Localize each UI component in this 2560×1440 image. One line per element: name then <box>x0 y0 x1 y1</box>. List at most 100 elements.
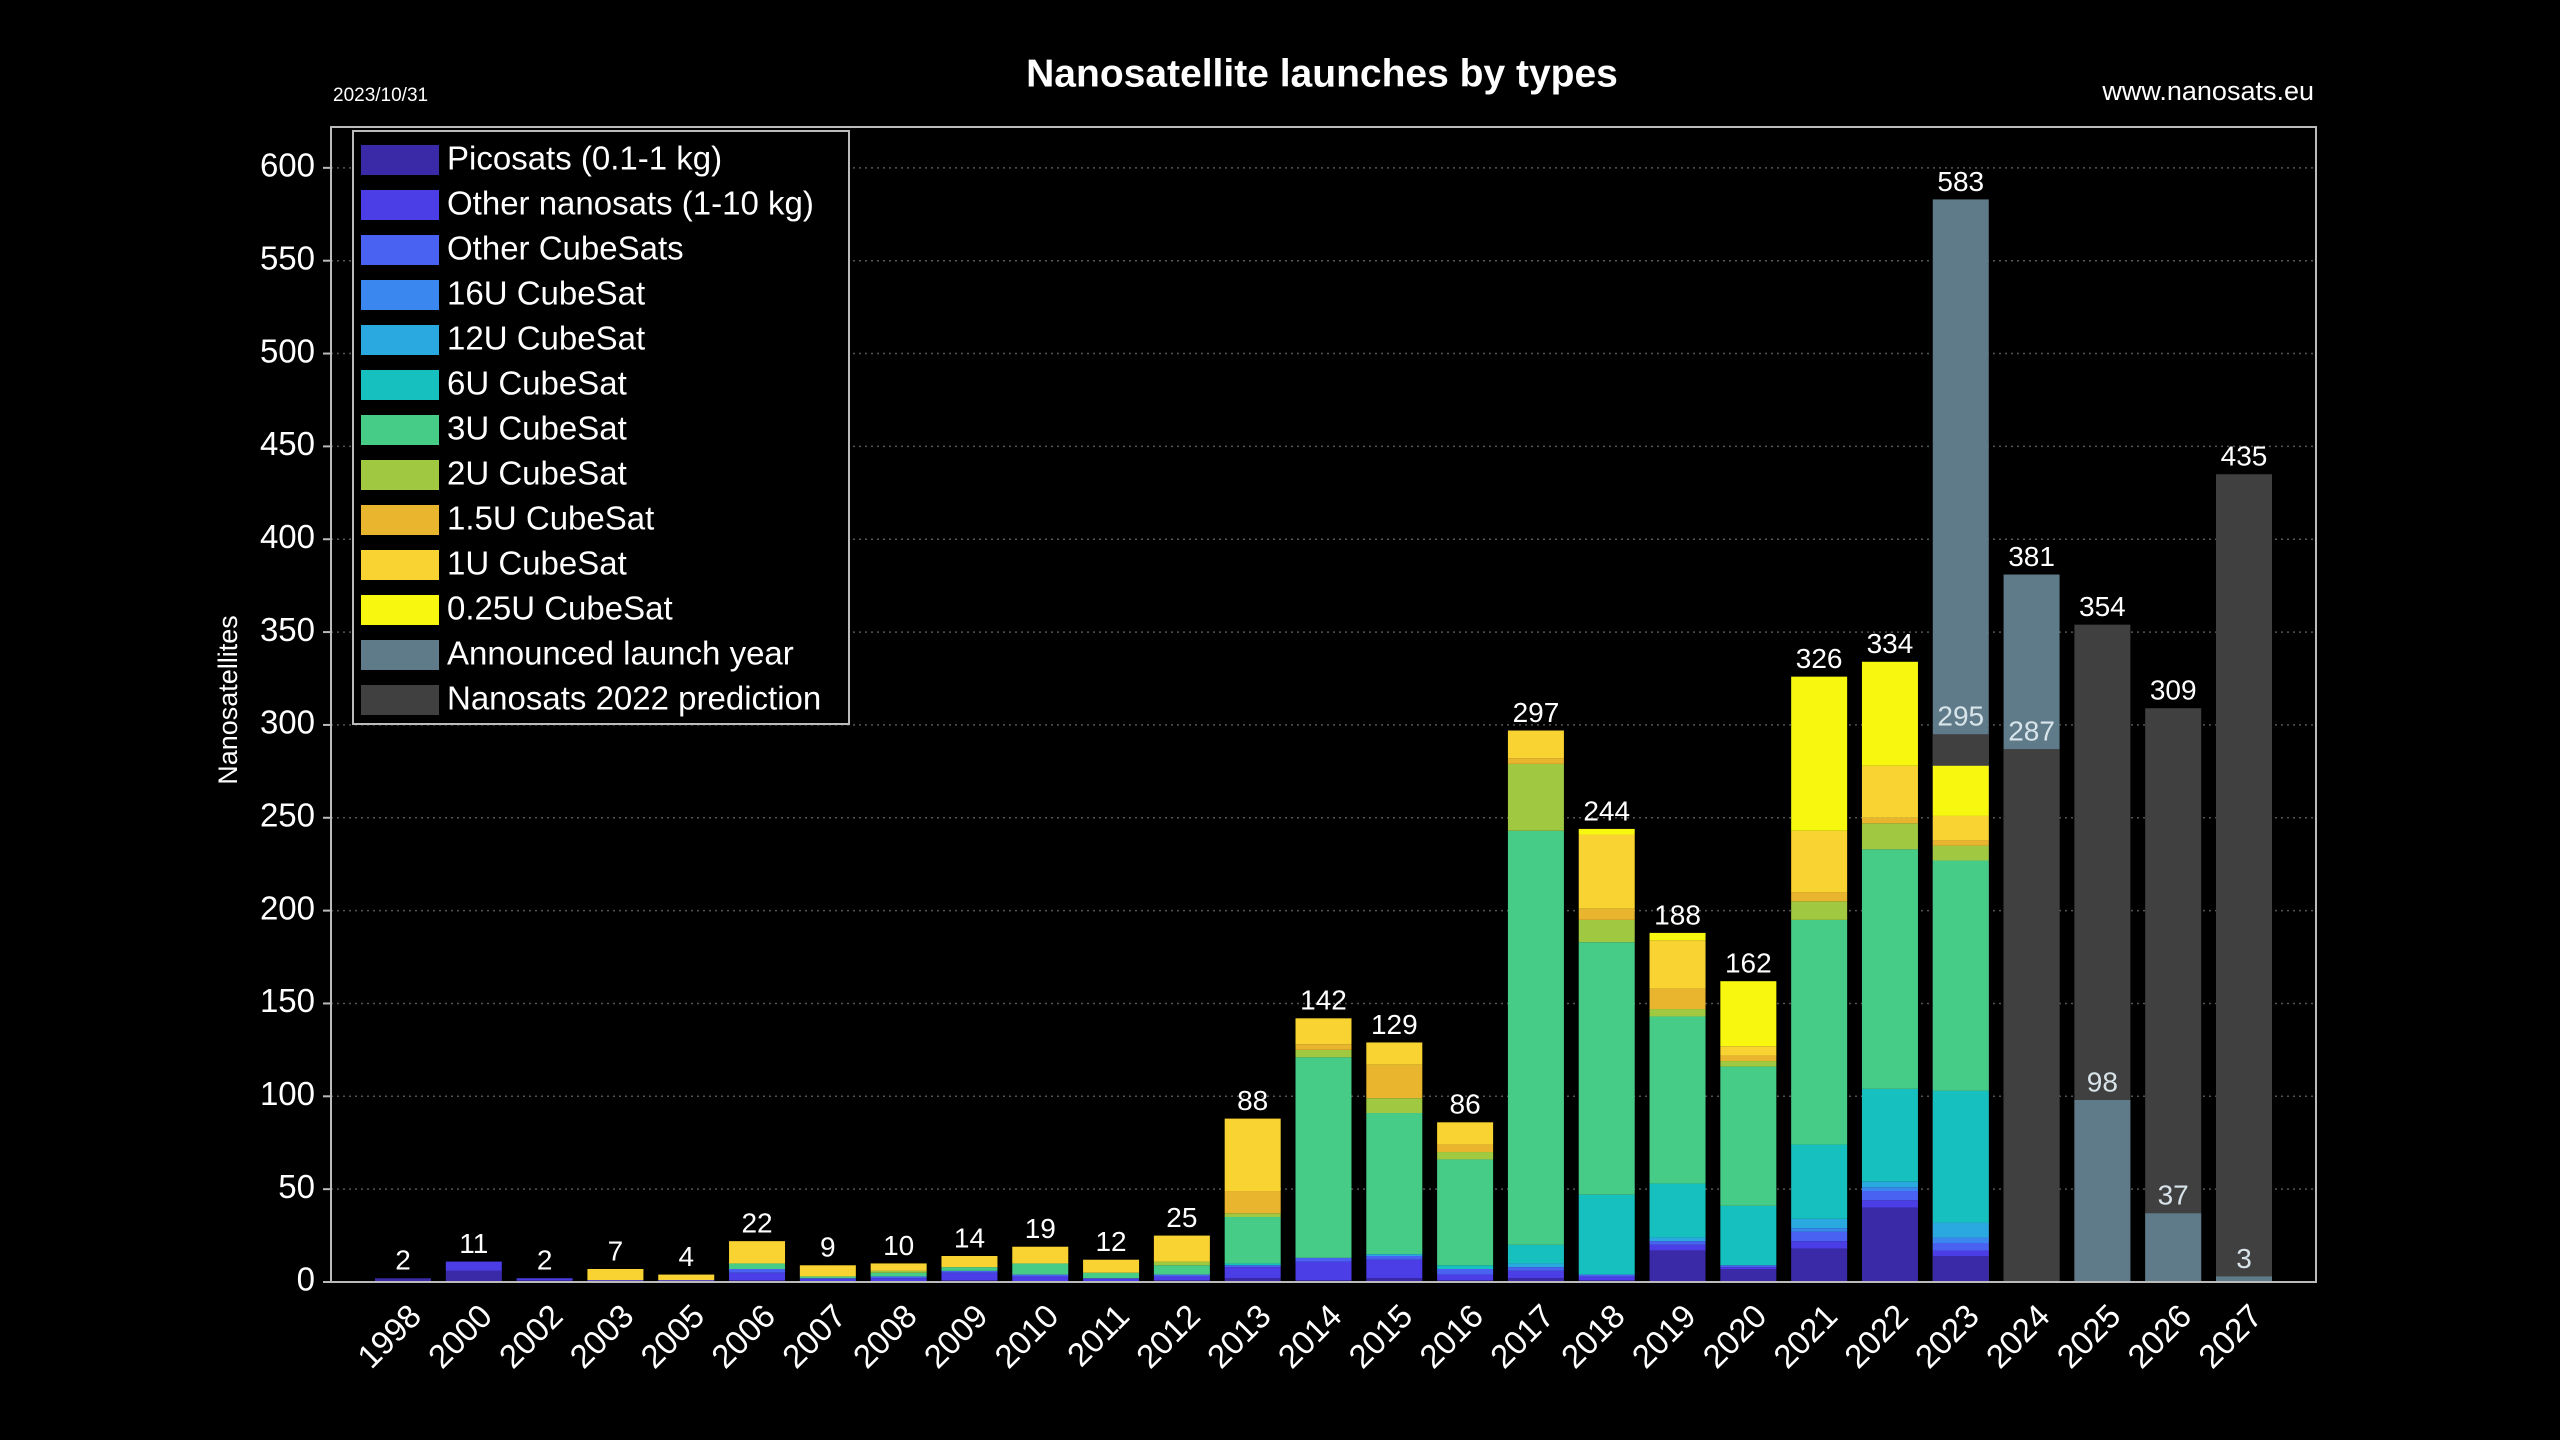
bar-segment <box>1295 1049 1352 1058</box>
y-tick-label: 600 <box>260 147 315 184</box>
bar-segment <box>1295 1018 1352 1045</box>
y-tick-label: 550 <box>260 239 315 276</box>
bar-segment <box>1012 1246 1069 1264</box>
bar-segment <box>1720 1205 1777 1266</box>
bar-segment <box>1720 1055 1777 1062</box>
bar-segment <box>1932 860 1989 1091</box>
total-label: 14 <box>954 1222 985 1253</box>
bar-segment <box>1649 1016 1706 1184</box>
bar-segment <box>941 1256 998 1268</box>
bar-segment <box>1649 940 1706 989</box>
total-label: 88 <box>1237 1085 1268 1116</box>
bar-segment <box>1366 1256 1423 1260</box>
bar-segment <box>1861 1200 1918 1208</box>
bar-segment <box>1437 1144 1494 1153</box>
y-tick-label: 50 <box>278 1168 315 1205</box>
bar-segment <box>729 1272 786 1281</box>
bar-segment <box>1649 1241 1706 1245</box>
bar-segment <box>1861 817 1918 824</box>
legend-swatch <box>361 685 439 715</box>
bar-segment <box>1507 1244 1564 1264</box>
total-label: 142 <box>1300 985 1347 1016</box>
legend-swatch <box>361 280 439 310</box>
bar-segment <box>1932 765 1989 816</box>
bar-segment <box>1791 901 1848 920</box>
bar-segment <box>1791 1231 1848 1242</box>
legend-label: Other nanosats (1-10 kg) <box>447 185 814 222</box>
total-label: 10 <box>883 1230 914 1261</box>
bar-segment <box>1366 1113 1423 1255</box>
legend-swatch <box>361 595 439 625</box>
bar-segment <box>870 1270 927 1273</box>
bar-segment <box>1083 1272 1140 1279</box>
bar-segment <box>1720 1269 1777 1282</box>
bar-segment <box>1507 830 1564 1245</box>
bar <box>2145 708 2202 1282</box>
total-label: 297 <box>1513 697 1560 728</box>
bar-segment <box>1224 1191 1281 1214</box>
legend-label: 16U CubeSat <box>447 275 645 312</box>
total-label: 22 <box>741 1208 772 1239</box>
bar-segment <box>1791 1248 1848 1282</box>
bar-segment <box>1507 1278 1564 1282</box>
legend-swatch <box>361 460 439 490</box>
bar-segment <box>1791 919 1848 1145</box>
legend-swatch <box>361 370 439 400</box>
total-label: 12 <box>1095 1226 1126 1257</box>
date: 2023/10/31 <box>333 85 428 106</box>
total-label: 19 <box>1025 1213 1056 1244</box>
bar <box>2216 1276 2272 1282</box>
bar-segment <box>870 1263 927 1271</box>
bar-segment <box>1507 763 1564 831</box>
total-label: 188 <box>1654 899 1701 930</box>
y-tick-label: 0 <box>297 1261 315 1298</box>
bar-segment <box>1437 1274 1494 1281</box>
bar-segment <box>1720 1265 1777 1268</box>
total-label: 86 <box>1450 1089 1481 1120</box>
legend-label: Announced launch year <box>447 635 794 672</box>
bar-segment <box>1861 1191 1918 1201</box>
bar <box>2074 1100 2131 1282</box>
bar-segment <box>1012 1276 1069 1282</box>
value-label: 583 <box>1937 166 1984 197</box>
bar-segment <box>1791 892 1848 902</box>
bar <box>2145 1213 2202 1282</box>
bar-segment <box>1224 1213 1281 1218</box>
bar-segment <box>1437 1122 1494 1145</box>
bar <box>2003 749 2060 1282</box>
bar-segment <box>1295 1044 1352 1050</box>
total-label: 129 <box>1371 1009 1418 1040</box>
bar-segment <box>1507 730 1564 759</box>
legend-label: 2U CubeSat <box>447 455 627 492</box>
bar-segment <box>1153 1265 1210 1275</box>
value-label: 3 <box>2236 1243 2252 1274</box>
value-label: 295 <box>1937 701 1984 732</box>
bar-segment <box>1295 1257 1352 1262</box>
bar-segment <box>1366 1278 1423 1282</box>
bar-segment <box>1649 1244 1706 1251</box>
bar-segment <box>1791 1144 1848 1219</box>
legend-label: 12U CubeSat <box>447 320 645 357</box>
bar-segment <box>1366 1064 1423 1099</box>
bar-segment <box>1578 828 1635 835</box>
y-tick-label: 500 <box>260 332 315 369</box>
total-label: 11 <box>459 1228 488 1259</box>
bar-segment <box>1224 1267 1281 1279</box>
bar-segment <box>1932 1237 1989 1244</box>
legend-swatch <box>361 415 439 445</box>
total-label: 4 <box>678 1241 694 1272</box>
bar-segment <box>729 1241 786 1264</box>
bar-segment <box>1437 1269 1494 1275</box>
bar-segment <box>1791 1241 1848 1249</box>
bar-segment <box>941 1270 998 1273</box>
bar-segment <box>1649 932 1706 941</box>
legend-label: 3U CubeSat <box>447 410 627 447</box>
total-label: 9 <box>820 1232 836 1263</box>
bar-segment <box>1507 758 1564 764</box>
bar-segment <box>1224 1263 1281 1266</box>
bar-segment <box>870 1278 927 1282</box>
bar-segment <box>1932 1243 1989 1251</box>
bar-segment <box>587 1269 644 1281</box>
value-label: 287 <box>2008 715 2055 746</box>
bar-segment <box>941 1267 998 1271</box>
